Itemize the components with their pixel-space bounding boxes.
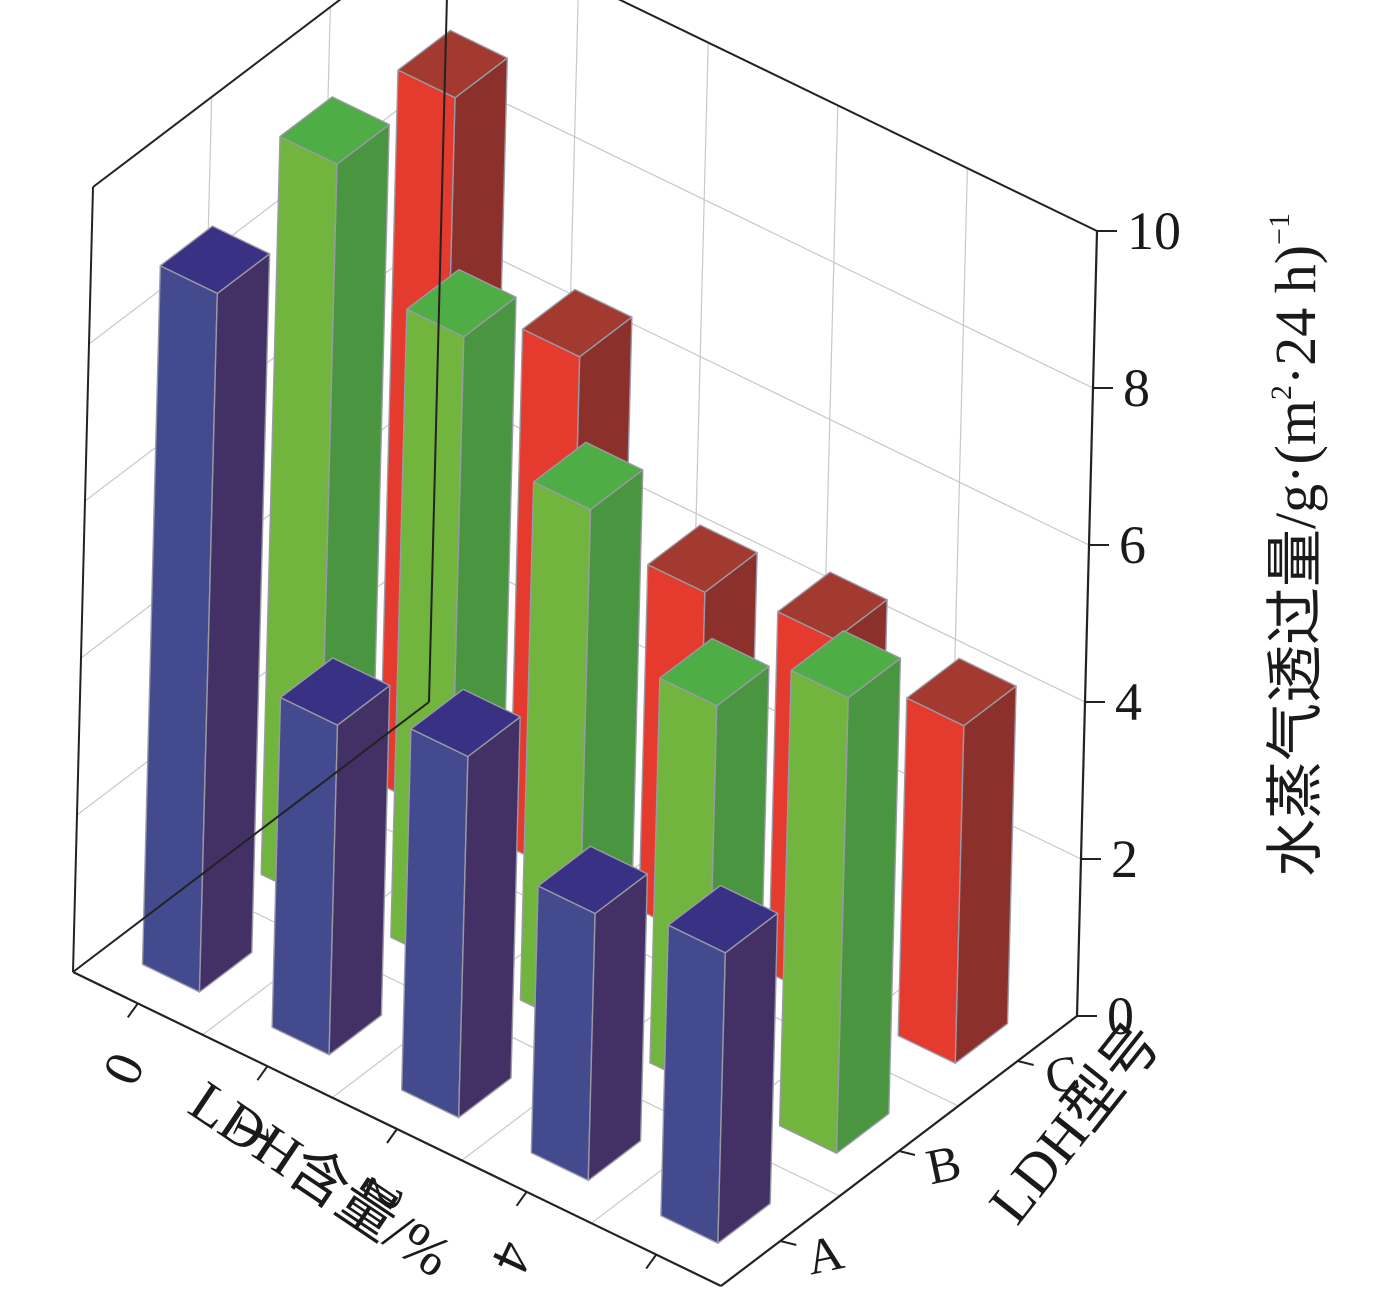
bar-top-face	[159, 225, 271, 295]
z-tick-label: 4	[1115, 672, 1142, 732]
y-tick	[780, 1240, 797, 1246]
z-tick-label: 10	[1127, 201, 1181, 261]
bar-front-face	[660, 924, 726, 1244]
bar-top-face	[532, 441, 644, 511]
bar-side-face	[954, 685, 1017, 1064]
x-tick-label: 0	[91, 1044, 157, 1094]
bar-side-face	[328, 684, 391, 1056]
bar-top-face	[397, 29, 508, 99]
bar-front-face	[401, 728, 469, 1119]
bar-A-8	[897, 657, 1017, 1064]
bar-top-face	[410, 688, 521, 758]
z-tick-label: 8	[1123, 358, 1150, 418]
floor-left-edge	[72, 701, 430, 973]
x-axis-title: LDH含量/%	[178, 1068, 463, 1289]
bar-B-8	[778, 630, 902, 1154]
bar-top-face	[906, 657, 1017, 727]
x-tick-label: 8	[610, 1295, 676, 1299]
leftwall-grid-z	[88, 73, 446, 345]
axes	[72, 0, 1117, 1287]
bar-side-face	[717, 912, 779, 1244]
bar-top-face	[659, 637, 770, 707]
back-corner-vertical	[428, 0, 448, 703]
z-tick-label: 2	[1111, 829, 1138, 889]
bar-side-face	[587, 873, 649, 1182]
bar-front-face	[271, 696, 339, 1056]
z-tick-label: 0	[1107, 986, 1134, 1046]
bar-top-face	[777, 571, 888, 640]
x-tick	[645, 1254, 658, 1270]
bar-front-face	[530, 885, 596, 1182]
z-axis-title-mid: ·24 h)	[1263, 245, 1328, 385]
back-top-edge	[617, 0, 1098, 232]
z-axis-title-sup2: −1	[1263, 213, 1296, 245]
z-axis-line	[1075, 230, 1099, 1017]
y-axis-title: LDH型号	[976, 1011, 1173, 1236]
bar-side-face	[458, 716, 521, 1119]
bar-top-face	[521, 288, 633, 358]
bar-top-face	[279, 96, 390, 165]
y-tick-label: A	[801, 1223, 848, 1285]
bar-top-face	[790, 630, 902, 699]
bar-top-face	[406, 268, 517, 338]
z-axis-title-main: 水蒸气透过量/g·(m	[1263, 400, 1328, 877]
bar-C-8	[660, 884, 779, 1244]
bar-C-4	[530, 845, 649, 1182]
z-axis-title-sup1: 2	[1265, 385, 1298, 400]
backwall-grid-z	[440, 230, 1090, 546]
bar-front-face	[897, 697, 965, 1064]
z-tick-label: 6	[1119, 515, 1146, 575]
x-tick	[515, 1191, 528, 1207]
x-tick-label: 4	[480, 1232, 546, 1282]
left-front-vertical	[72, 186, 94, 973]
bar-C-0	[141, 225, 271, 993]
y-tick	[898, 1150, 916, 1156]
bar-top-face	[647, 524, 758, 593]
z-axis-title: 水蒸气透过量/g·(m2·24 h)−1	[1263, 213, 1328, 877]
y-tick-label: B	[921, 1134, 965, 1196]
bar-top-face	[537, 845, 649, 915]
x-tick	[126, 1002, 139, 1018]
x-tick	[256, 1065, 269, 1081]
x-tick	[386, 1128, 398, 1144]
backwall-grid-z	[444, 73, 1094, 389]
left-top-edge	[92, 0, 342, 188]
bars	[141, 29, 1017, 1244]
bar-top-face	[279, 657, 391, 726]
bar-top-face	[667, 884, 779, 954]
y-tick	[1017, 1060, 1034, 1066]
bar-C-2	[401, 688, 521, 1119]
bar-C-1	[271, 657, 391, 1056]
